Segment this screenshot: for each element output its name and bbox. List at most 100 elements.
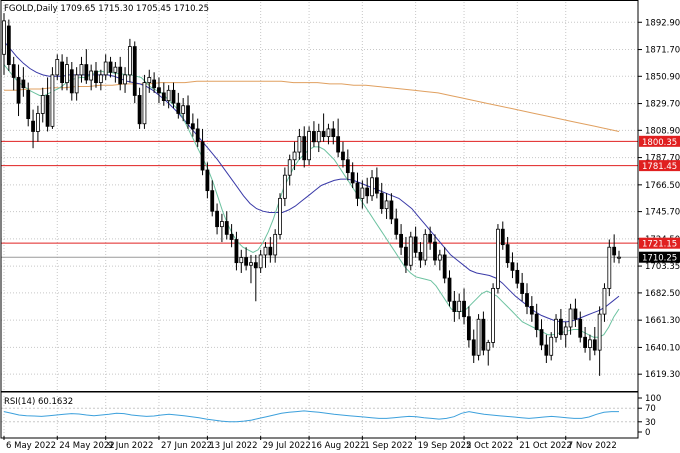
candle <box>21 67 26 97</box>
candle <box>588 334 592 361</box>
candle <box>312 121 316 147</box>
candle-body <box>525 293 529 307</box>
chart-grid <box>1 2 638 436</box>
time-tick-label: 21 Oct 2022 <box>519 441 572 451</box>
candle <box>65 56 69 91</box>
candle-body <box>588 339 592 348</box>
candle-body <box>583 336 588 348</box>
candle-body <box>612 246 617 256</box>
candle-body <box>462 300 466 318</box>
candle-body <box>89 70 94 81</box>
candle <box>389 193 394 225</box>
candle <box>234 231 239 271</box>
candle-body <box>2 20 6 55</box>
candle <box>525 283 529 315</box>
candle <box>16 64 21 117</box>
candle-body <box>457 300 462 312</box>
price-tick-label: 1892.90 <box>645 18 680 28</box>
candle <box>336 118 341 158</box>
candle <box>161 82 166 106</box>
candle-body <box>505 244 510 264</box>
candle-body <box>442 254 447 279</box>
candle-body <box>500 228 505 246</box>
candle-body <box>529 305 534 315</box>
candle-body <box>452 300 457 312</box>
candle <box>307 126 311 165</box>
candle-body <box>118 66 123 85</box>
candle <box>384 193 389 219</box>
candle-body <box>326 128 331 138</box>
candle-body <box>195 128 200 143</box>
candle-body <box>345 159 350 174</box>
candle <box>583 326 588 353</box>
candle <box>360 180 365 209</box>
candle <box>224 211 229 240</box>
candle <box>399 224 403 255</box>
candle-body <box>60 61 65 83</box>
price-tick-label: 1745.70 <box>645 208 680 218</box>
candle-body <box>31 120 35 132</box>
candle <box>176 92 181 119</box>
candle <box>433 234 437 266</box>
candle-body <box>510 262 515 271</box>
candle-body <box>79 64 84 76</box>
level-price-tag <box>639 160 680 172</box>
candle <box>74 67 79 101</box>
candle-body <box>515 269 520 284</box>
candle-body <box>147 77 152 83</box>
time-tick-label: 29 Jul 2022 <box>263 441 311 451</box>
rsi-tick-label: 100 <box>645 394 661 404</box>
candle <box>355 172 360 207</box>
candle <box>520 272 525 302</box>
candle <box>607 239 612 297</box>
candle <box>244 247 249 271</box>
candle <box>563 321 568 348</box>
ma-slow-line <box>4 80 620 132</box>
candle <box>69 62 74 101</box>
candle-body <box>384 200 389 210</box>
candle-body <box>602 287 607 315</box>
candle-body <box>307 131 311 161</box>
candle-body <box>278 197 282 235</box>
candle-body <box>466 316 471 341</box>
candle <box>55 54 60 81</box>
candle <box>132 41 137 104</box>
candle <box>341 141 345 168</box>
candle-body <box>544 344 549 356</box>
candle <box>278 193 282 240</box>
time-tick-label: 27 Jun 2022 <box>161 441 212 451</box>
candle-body <box>200 141 205 171</box>
candle-body <box>520 282 525 294</box>
candle <box>404 236 408 273</box>
candle <box>258 249 263 273</box>
candle <box>113 62 118 83</box>
candle <box>466 306 471 348</box>
level-price-tag-label: 1781.45 <box>642 162 677 172</box>
candle <box>229 224 234 248</box>
candle <box>331 121 336 145</box>
candle-body <box>190 123 195 130</box>
candle-body <box>171 89 176 104</box>
candle-body <box>496 228 500 289</box>
candle-body <box>302 136 307 161</box>
candle <box>491 283 495 348</box>
level-price-tag <box>639 237 680 249</box>
candle-body <box>123 74 127 85</box>
candle <box>370 170 374 201</box>
price-tick-label: 1640.10 <box>645 343 680 353</box>
candle-body <box>137 95 142 125</box>
candle-body <box>481 318 486 351</box>
candle <box>515 262 520 289</box>
candle <box>486 339 491 366</box>
price-tick-label: 1850.90 <box>645 72 680 82</box>
time-tick-label: 16 Aug 2022 <box>311 441 365 451</box>
candle-body <box>273 233 278 256</box>
current-price-tag-label: 1710.25 <box>642 254 677 264</box>
candle-body <box>45 95 50 127</box>
candle <box>215 203 219 235</box>
candle <box>452 290 457 322</box>
rsi-line <box>3 410 619 423</box>
candle-body <box>331 128 336 138</box>
